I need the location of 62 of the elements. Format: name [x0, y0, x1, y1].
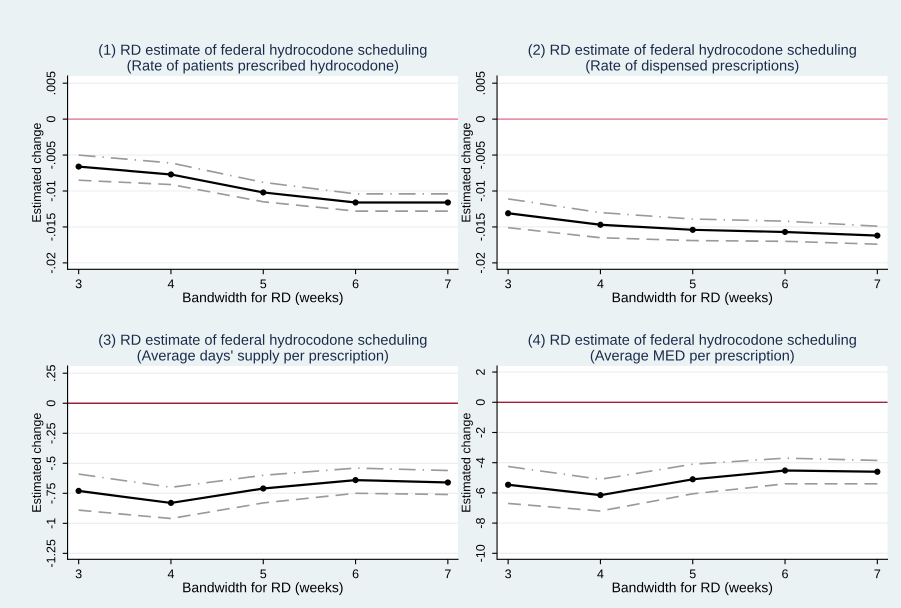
x-tick-label: 4: [168, 280, 174, 288]
x-tick-label: 3: [76, 569, 82, 578]
chart-subtitle: (Rate of patients prescribed hydrocodone): [128, 60, 398, 74]
y-tick-label: -8: [476, 518, 485, 528]
y-tick-label: -2: [476, 428, 485, 438]
x-axis-title: Bandwidth for RD (weeks): [612, 582, 772, 596]
y-tick-label: .005: [46, 72, 56, 94]
y-tick-label: 0: [476, 399, 485, 406]
x-tick-label: 4: [597, 280, 604, 288]
x-tick-label: 6: [782, 569, 788, 578]
x-tick-label: 6: [782, 279, 788, 288]
x-tick-label: 6: [352, 279, 358, 288]
y-tick-label: 0: [46, 116, 56, 122]
y-tick-label: -.005: [46, 141, 56, 169]
y-tick-label: -.75: [46, 483, 56, 504]
y-axis-title: Estimated change: [461, 123, 473, 222]
y-tick-label: -4: [476, 457, 485, 468]
chart-subtitle: (Average days' supply per prescription): [138, 350, 388, 364]
x-tick-label: 5: [690, 280, 696, 288]
y-tick-label: 2: [476, 369, 485, 375]
y-tick-label: 0: [476, 116, 485, 122]
y-tick-label: -.015: [476, 213, 485, 241]
y-axis-title: Estimated change: [461, 413, 473, 512]
y-axis-title: Estimated change: [32, 413, 44, 512]
x-tick-label: 7: [445, 570, 451, 578]
y-tick-label: -.01: [476, 180, 485, 202]
y-tick-label: .25: [46, 365, 56, 381]
x-tick-label: 7: [874, 570, 880, 578]
x-tick-label: 7: [445, 280, 451, 288]
y-tick-label: -1.25: [46, 540, 56, 568]
x-tick-label: 3: [505, 279, 512, 288]
chart-title: (4) RD estimate of federal hydrocodone scheduling: [528, 334, 856, 348]
y-tick-label: -.01: [46, 180, 56, 202]
y-tick-label: .005: [476, 72, 485, 94]
y-tick-label: -.005: [476, 141, 485, 169]
y-tick-label: -10: [476, 544, 485, 562]
x-tick-label: 5: [260, 570, 266, 578]
y-tick-label: 0: [46, 400, 56, 406]
chart-title: (3) RD estimate of federal hydrocodone scheduling: [99, 334, 426, 348]
chart-subtitle: (Rate of dispensed prescriptions): [586, 60, 798, 74]
x-tick-label: 7: [874, 280, 880, 288]
x-axis-title: Bandwidth for RD (weeks): [183, 292, 343, 306]
x-axis-title: Bandwidth for RD (weeks): [183, 582, 343, 596]
chart-subtitle: (Average MED per prescription): [590, 350, 794, 364]
x-tick-label: 3: [76, 279, 82, 288]
x-tick-label: 5: [690, 570, 696, 578]
x-tick-label: 4: [597, 570, 604, 578]
x-tick-label: 3: [505, 569, 512, 578]
chart-title: (1) RD estimate of federal hydrocodone scheduling: [99, 44, 426, 58]
y-tick-label: -6: [476, 488, 485, 498]
x-tick-label: 4: [168, 570, 174, 578]
y-tick-label: -.015: [46, 213, 56, 241]
y-axis-title: Estimated change: [32, 123, 44, 222]
x-tick-label: 6: [352, 569, 358, 578]
y-tick-label: -.25: [46, 423, 56, 444]
chart-title: (2) RD estimate of federal hydrocodone scheduling: [528, 44, 856, 58]
x-axis-title: Bandwidth for RD (weeks): [612, 292, 772, 306]
y-tick-label: -.02: [476, 252, 485, 274]
y-tick-label: -.02: [46, 252, 56, 274]
y-tick-label: -1: [46, 518, 56, 528]
y-tick-label: -.5: [46, 456, 56, 470]
x-tick-label: 5: [260, 280, 266, 288]
